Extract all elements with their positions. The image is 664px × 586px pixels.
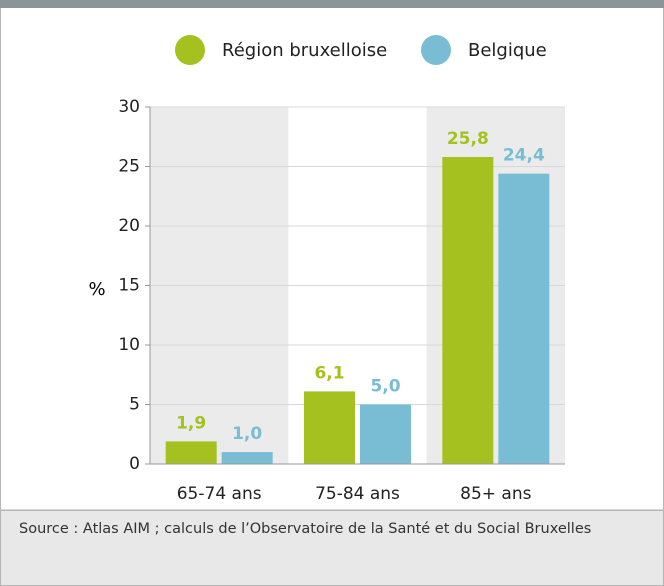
value-label: 1,0 xyxy=(232,424,262,444)
bar xyxy=(498,173,550,464)
legend-swatch xyxy=(421,35,451,65)
value-label: 25,8 xyxy=(447,129,489,149)
y-tick-label: 15 xyxy=(118,276,140,296)
y-tick-label: 0 xyxy=(129,454,140,474)
x-tick-label: 65-74 ans xyxy=(177,484,262,504)
legend-label: Belgique xyxy=(468,40,547,61)
bar xyxy=(304,391,355,464)
y-tick-label: 10 xyxy=(118,335,140,355)
header-bar xyxy=(0,0,664,8)
value-label: 6,1 xyxy=(314,363,344,383)
y-tick-label: 20 xyxy=(118,216,140,236)
bar xyxy=(442,156,494,465)
source: Source : Atlas AIM ; calculs de l’Observ… xyxy=(0,510,664,586)
y-tick-label: 25 xyxy=(118,157,140,177)
value-label: 24,4 xyxy=(503,146,545,166)
legend-label: Région bruxelloise xyxy=(222,40,387,61)
value-label: 5,0 xyxy=(370,377,400,397)
y-tick-label: 5 xyxy=(129,395,140,415)
x-tick-label: 85+ ans xyxy=(460,484,531,504)
chart: % 0 5 10 15 20 25 30 Région bruxelloise Belgique… xyxy=(0,0,664,510)
bar xyxy=(360,404,411,464)
y-axis-label: % xyxy=(88,279,105,300)
value-label: 1,9 xyxy=(176,413,206,433)
legend-swatch xyxy=(175,35,205,65)
bar xyxy=(165,441,217,464)
bar xyxy=(221,452,273,464)
x-tick-label: 75-84 ans xyxy=(315,484,400,504)
y-tick-label: 30 xyxy=(118,97,140,117)
